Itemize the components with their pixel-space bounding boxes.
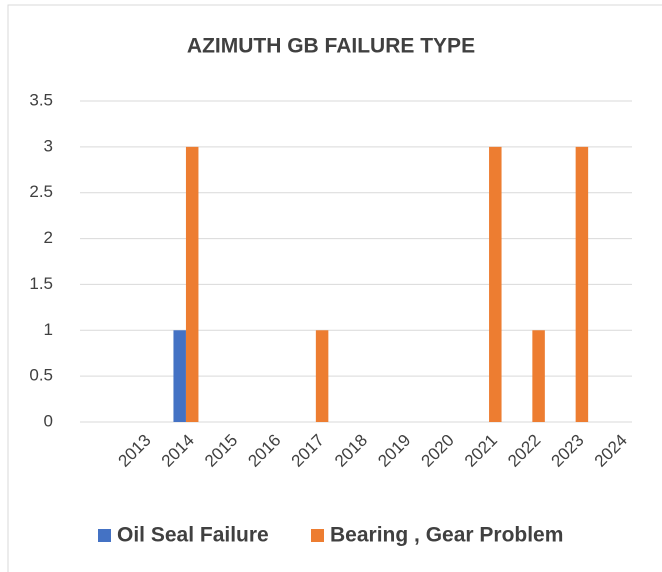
legend-swatch [98, 529, 111, 542]
x-tick-label: 2019 [374, 431, 414, 471]
y-tick-label: 2.5 [29, 182, 53, 201]
bar [489, 146, 502, 422]
y-tick-label: 2 [44, 228, 53, 247]
bar [173, 330, 186, 422]
x-tick-label: 2015 [201, 431, 241, 471]
y-tick-label: 0 [44, 411, 53, 430]
x-tick-label: 2014 [158, 431, 198, 471]
x-tick-label: 2018 [331, 431, 371, 471]
x-tick-label: 2013 [114, 431, 154, 471]
y-tick-label: 1.5 [29, 274, 53, 293]
y-tick-label: 3 [44, 136, 53, 155]
x-tick-label: 2024 [591, 431, 631, 471]
x-tick-label: 2016 [244, 431, 284, 471]
bar [532, 330, 545, 422]
chart-title: AZIMUTH GB FAILURE TYPE [187, 35, 475, 58]
bar [315, 330, 329, 422]
y-tick-label: 0.5 [29, 366, 53, 385]
legend-label: Bearing , Gear Problem [330, 524, 563, 547]
bar [185, 146, 199, 422]
legend-label: Oil Seal Failure [117, 524, 269, 547]
chart-border [7, 4, 662, 572]
x-tick-label: 2023 [547, 431, 587, 471]
y-tick-label: 3.5 [29, 90, 53, 109]
x-tick-label: 2020 [418, 431, 458, 471]
x-tick-label: 2022 [504, 431, 544, 471]
legend-swatch [311, 529, 324, 542]
bar [575, 146, 589, 422]
x-tick-label: 2017 [288, 431, 328, 471]
x-tick-label: 2021 [461, 431, 501, 471]
y-tick-label: 1 [44, 320, 53, 339]
